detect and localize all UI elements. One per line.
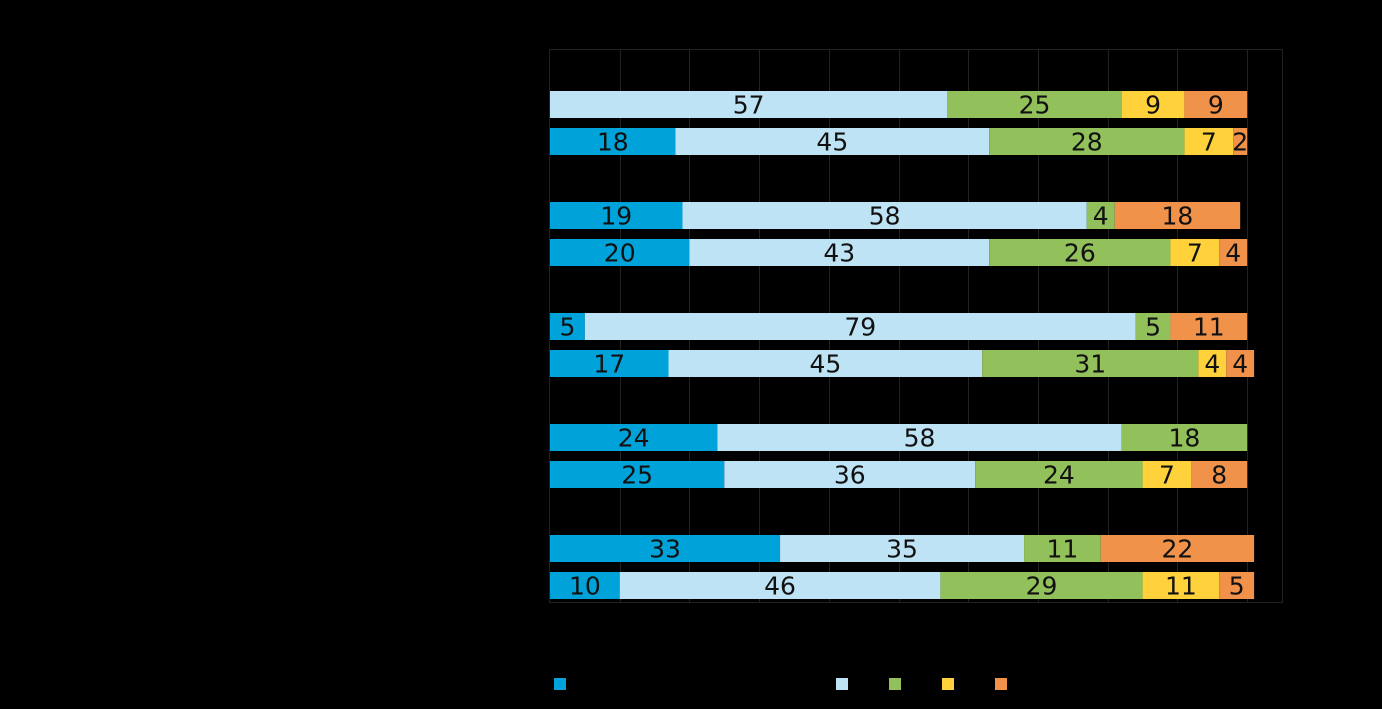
bar-segment xyxy=(975,461,1143,488)
data-label: 24 xyxy=(618,424,650,453)
data-label: 5 xyxy=(1229,572,1245,601)
data-label: 58 xyxy=(904,424,936,453)
bar-segment xyxy=(1142,572,1220,599)
bar-segment xyxy=(1024,535,1101,562)
data-label: 7 xyxy=(1159,461,1175,490)
bar-segment xyxy=(550,572,620,599)
data-label: 18 xyxy=(597,128,629,157)
bar-segment xyxy=(550,128,676,155)
data-label: 18 xyxy=(1168,424,1200,453)
data-label: 4 xyxy=(1225,239,1241,268)
bar-segment xyxy=(550,313,585,340)
data-label: 43 xyxy=(823,239,855,268)
bar-segment xyxy=(717,424,1122,451)
bar-segment xyxy=(1198,350,1227,377)
bar-segment xyxy=(989,239,1171,266)
data-label: 11 xyxy=(1046,535,1078,564)
data-label: 22 xyxy=(1162,535,1194,564)
bar-segment xyxy=(982,350,1199,377)
data-label: 31 xyxy=(1074,350,1106,379)
bar-segment xyxy=(724,461,976,488)
data-label: 4 xyxy=(1232,350,1248,379)
data-label: 10 xyxy=(569,572,601,601)
bar-segment xyxy=(550,424,718,451)
bar-segment xyxy=(1114,202,1241,229)
bar-segment xyxy=(1191,461,1248,488)
data-label: 2 xyxy=(1232,128,1248,157)
bar-segments xyxy=(550,91,1255,599)
data-label: 9 xyxy=(1145,91,1161,120)
bar-segment xyxy=(1226,350,1255,377)
bar-segment xyxy=(550,202,683,229)
bar-segment xyxy=(1184,91,1248,118)
data-label: 8 xyxy=(1211,461,1227,490)
legend-swatch xyxy=(836,678,848,690)
data-label: 4 xyxy=(1204,350,1220,379)
data-label: 35 xyxy=(886,535,918,564)
bar-segment xyxy=(675,128,990,155)
bar-segment xyxy=(682,202,1087,229)
data-label: 11 xyxy=(1165,572,1197,601)
bar-segment xyxy=(940,572,1143,599)
bar-segment xyxy=(1100,535,1255,562)
data-label: 24 xyxy=(1043,461,1075,490)
bar-segment xyxy=(1219,572,1255,599)
bar-segment xyxy=(1135,313,1171,340)
data-label: 29 xyxy=(1026,572,1058,601)
data-label: 26 xyxy=(1064,239,1096,268)
data-label: 5 xyxy=(1145,313,1161,342)
bar-segment xyxy=(550,350,669,377)
data-label: 46 xyxy=(764,572,796,601)
legend-swatch xyxy=(889,678,901,690)
data-label: 19 xyxy=(600,202,632,231)
data-label: 5 xyxy=(559,313,575,342)
data-label: 7 xyxy=(1187,239,1203,268)
legend-swatch xyxy=(942,678,954,690)
plot-area-frame xyxy=(549,49,1283,603)
bar-segment xyxy=(668,350,983,377)
bar-segment xyxy=(1142,461,1192,488)
bar-segment xyxy=(619,572,941,599)
data-label: 9 xyxy=(1208,91,1224,120)
data-label: 11 xyxy=(1193,313,1225,342)
bar-segment xyxy=(550,91,948,118)
bar-segment xyxy=(550,535,781,562)
bar-segment xyxy=(947,91,1122,118)
data-label: 36 xyxy=(834,461,866,490)
bar-segment xyxy=(1233,128,1248,155)
bar-segment xyxy=(1121,424,1248,451)
bar-segment xyxy=(989,128,1185,155)
bar-segment xyxy=(1184,128,1234,155)
data-label: 17 xyxy=(593,350,625,379)
data-label: 58 xyxy=(869,202,901,231)
data-label: 79 xyxy=(844,313,876,342)
legend-swatch xyxy=(554,678,566,690)
data-label: 28 xyxy=(1071,128,1103,157)
data-label: 25 xyxy=(1019,91,1051,120)
data-label: 25 xyxy=(621,461,653,490)
data-label: 33 xyxy=(649,535,681,564)
data-label: 7 xyxy=(1201,128,1217,157)
bar-segment xyxy=(1121,91,1185,118)
data-label: 18 xyxy=(1162,202,1194,231)
bar-segment xyxy=(550,239,690,266)
bar-segment xyxy=(550,461,725,488)
bar-segment xyxy=(1170,313,1248,340)
data-label: 20 xyxy=(604,239,636,268)
bar-segment xyxy=(780,535,1025,562)
data-label: 57 xyxy=(733,91,765,120)
legend xyxy=(554,678,1007,690)
bar-segment xyxy=(584,313,1136,340)
legend-swatch xyxy=(995,678,1007,690)
bar-segment xyxy=(1086,202,1115,229)
bar-segment xyxy=(1170,239,1220,266)
data-label: 4 xyxy=(1093,202,1109,231)
bar-segment xyxy=(689,239,990,266)
data-label: 45 xyxy=(816,128,848,157)
bar-segment xyxy=(1219,239,1248,266)
data-label: 45 xyxy=(809,350,841,379)
